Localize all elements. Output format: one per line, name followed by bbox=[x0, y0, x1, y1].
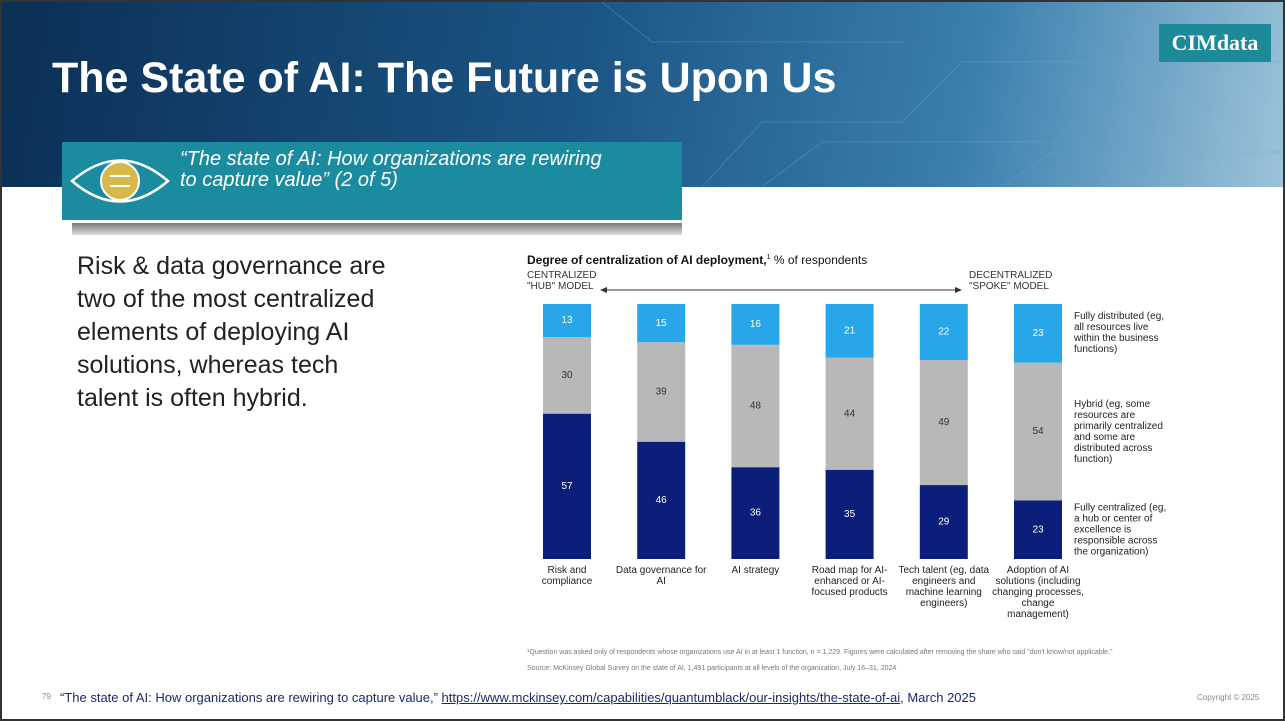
data-label: 35 bbox=[844, 509, 856, 520]
bar-segment bbox=[543, 337, 591, 414]
data-label: 46 bbox=[656, 495, 668, 506]
bar-segment bbox=[919, 304, 968, 361]
bar-segment bbox=[1014, 362, 1062, 501]
copyright: Copyright © 2025 bbox=[1197, 693, 1260, 702]
chart-subtitle: % of respondents bbox=[773, 253, 868, 267]
data-label: 21 bbox=[844, 325, 856, 336]
bar-segment bbox=[637, 441, 686, 559]
chart-heading: Degree of centralization of AI deploymen… bbox=[527, 253, 867, 267]
bar-segment bbox=[1014, 304, 1062, 363]
bar-segment bbox=[1014, 500, 1062, 559]
data-label: 23 bbox=[1032, 328, 1044, 339]
citation-text: “The state of AI: How organizations are … bbox=[60, 690, 438, 705]
bar-segment bbox=[543, 413, 591, 559]
bar-segment bbox=[825, 304, 874, 358]
bar-segment bbox=[543, 304, 591, 338]
data-label: 36 bbox=[750, 508, 762, 519]
body-text: Risk & data governance are two of the mo… bbox=[77, 252, 386, 412]
chart-footnote-mark: 1 bbox=[766, 254, 771, 261]
data-label: 48 bbox=[750, 401, 762, 412]
citation: “The state of AI: How organizations are … bbox=[60, 690, 976, 705]
subtitle-shadow bbox=[72, 223, 682, 235]
subtitle: “The state of AI: How organizations are … bbox=[180, 148, 602, 191]
bar-segment bbox=[825, 357, 874, 470]
page-number: 79 bbox=[42, 692, 51, 701]
left-label: CENTRALIZED "HUB" MODEL bbox=[527, 270, 597, 292]
citation-link[interactable]: https://www.mckinsey.com/capabilities/qu… bbox=[441, 690, 901, 705]
data-label: 39 bbox=[656, 387, 668, 398]
data-label: 44 bbox=[844, 408, 856, 419]
legend-entry: Hybrid (eg, some resources are primarily… bbox=[1074, 398, 1163, 465]
bar-segment bbox=[637, 304, 686, 343]
bar-segment bbox=[731, 344, 780, 468]
footnote: ¹Question was asked only of respondents … bbox=[527, 649, 1113, 656]
data-label: 49 bbox=[938, 417, 950, 428]
bar-segment bbox=[919, 360, 968, 486]
direction-arrow bbox=[600, 287, 962, 293]
data-label: 54 bbox=[1032, 426, 1044, 437]
category-label: Adoption of AI solutions (including chan… bbox=[992, 565, 1084, 620]
data-label: 30 bbox=[561, 370, 573, 381]
eye-icon bbox=[70, 159, 170, 203]
citation-date: , March 2025 bbox=[900, 690, 976, 705]
legend-entry: Fully distributed (eg, all resources liv… bbox=[1074, 311, 1165, 356]
bar-segment bbox=[919, 485, 968, 559]
category-label: Risk and compliance bbox=[541, 565, 593, 587]
category-label: Tech talent (eg, data engineers and mach… bbox=[898, 565, 990, 609]
bar-segment bbox=[637, 342, 686, 442]
subtitle-box bbox=[62, 142, 682, 220]
source: Source: McKinsey Global Survey on the st… bbox=[527, 665, 897, 672]
slide-title: The State of AI: The Future is Upon Us bbox=[52, 54, 837, 102]
category-label: Data governance for AI bbox=[615, 565, 707, 587]
data-label: 23 bbox=[1032, 524, 1044, 535]
chart-title: Degree of centralization of AI deploymen… bbox=[527, 253, 767, 267]
bar-segment bbox=[731, 304, 780, 345]
category-label: AI strategy bbox=[731, 565, 780, 576]
data-label: 22 bbox=[938, 327, 950, 338]
header-pattern bbox=[601, 2, 1283, 187]
category-label: Road map for AI-enhanced or AI-focused p… bbox=[811, 565, 888, 598]
logo: CIMdata bbox=[1159, 24, 1271, 62]
right-label: DECENTRALIZED "SPOKE" MODEL bbox=[969, 270, 1053, 292]
legend-entry: Fully centralized (eg, a hub or center o… bbox=[1074, 502, 1167, 558]
data-label: 29 bbox=[938, 517, 950, 528]
data-label: 16 bbox=[750, 319, 762, 330]
data-label: 13 bbox=[561, 315, 573, 326]
bar-segment bbox=[731, 467, 780, 559]
data-label: 57 bbox=[561, 481, 573, 492]
bar-segment bbox=[825, 469, 874, 559]
data-label: 15 bbox=[656, 318, 668, 329]
